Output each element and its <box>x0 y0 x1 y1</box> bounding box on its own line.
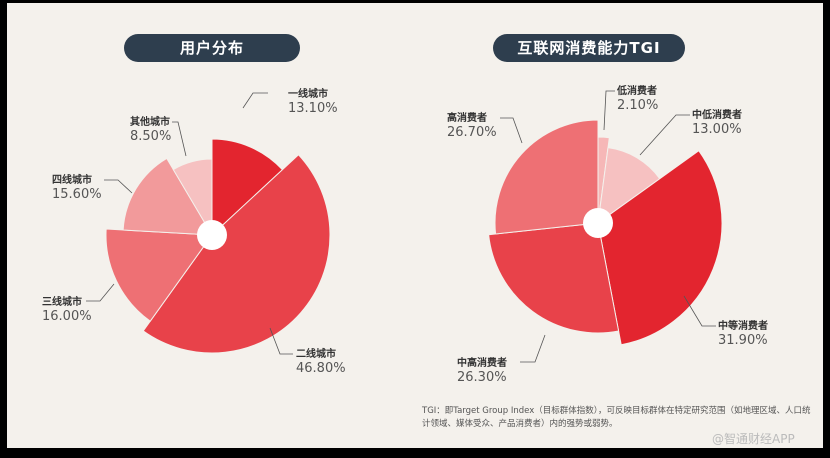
slice-label-0-2: 三线城市 <box>42 295 82 308</box>
pie-slice-0-3 <box>122 157 213 236</box>
pie-slice-1-3 <box>488 222 620 334</box>
slice-value-0-0: 13.10% <box>288 101 338 116</box>
pie-slice-1-4 <box>494 119 599 235</box>
slice-value-0-3: 15.60% <box>52 187 102 202</box>
slice-label-0-0: 一线城市 <box>288 87 328 100</box>
leader-line-1-1 <box>639 114 690 156</box>
slice-label-1-0: 低消费者 <box>616 84 657 97</box>
pie-slice-0-4 <box>172 158 213 237</box>
slice-value-1-1: 13.00% <box>692 122 742 137</box>
pie-slice-1-2 <box>597 150 723 346</box>
slice-value-0-2: 16.00% <box>42 309 92 324</box>
pie-slice-0-2 <box>105 228 213 322</box>
slice-label-0-3: 四线城市 <box>52 173 92 186</box>
leader-line-1-0 <box>603 90 615 131</box>
slice-label-1-3: 中高消费者 <box>457 356 507 369</box>
footnote: TGI：即Target Group Index（目标群体指数），可反映目标群体在… <box>422 406 811 429</box>
slice-value-1-4: 26.70% <box>447 125 497 140</box>
pie-center-hole-1 <box>583 208 613 238</box>
slice-value-0-4: 8.50% <box>130 129 171 144</box>
slice-label-1-4: 高消费者 <box>447 111 487 124</box>
watermark: @智通财经APP <box>712 432 795 446</box>
slice-value-1-0: 2.10% <box>617 98 658 113</box>
pie-slice-1-1 <box>597 147 661 225</box>
chart-title-user-distribution: 用户分布 <box>124 34 300 62</box>
pie-center-hole-0 <box>197 220 227 250</box>
pie-slice-0-0 <box>211 138 284 237</box>
slice-label-1-1: 中低消费者 <box>692 108 742 121</box>
leader-line-0-4 <box>172 121 187 157</box>
slice-value-0-1: 46.80% <box>296 361 346 376</box>
slice-value-1-2: 31.90% <box>718 333 768 348</box>
leader-line-0-1 <box>269 327 293 355</box>
chart-title-consumption-tgi: 互联网消费能力TGI <box>493 34 685 62</box>
slice-label-0-1: 二线城市 <box>296 347 336 360</box>
leader-line-0-3 <box>104 179 133 194</box>
leader-line-0-2 <box>86 283 115 302</box>
slice-value-1-3: 26.30% <box>457 370 507 385</box>
leader-line-1-4 <box>500 117 523 144</box>
leader-line-1-3 <box>520 334 546 363</box>
slice-label-0-4: 其他城市 <box>130 115 170 128</box>
slice-label-1-2: 中等消费者 <box>718 319 768 332</box>
pie-slice-0-1 <box>142 154 331 354</box>
leader-line-0-0 <box>242 92 268 109</box>
leader-line-1-2 <box>683 295 716 327</box>
